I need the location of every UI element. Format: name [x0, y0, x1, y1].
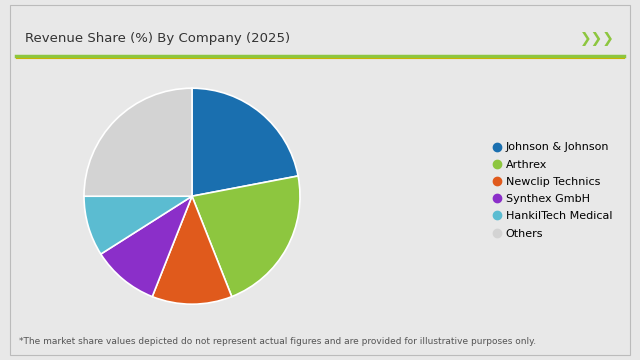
Wedge shape: [101, 196, 192, 297]
Text: ❯❯❯: ❯❯❯: [580, 32, 615, 46]
Text: *The market share values depicted do not represent actual figures and are provid: *The market share values depicted do not…: [19, 337, 536, 346]
Legend: Johnson & Johnson, Arthrex, Newclip Technics, Synthex GmbH, HankilTech Medical, : Johnson & Johnson, Arthrex, Newclip Tech…: [492, 139, 616, 242]
Wedge shape: [84, 88, 192, 196]
Wedge shape: [192, 88, 298, 196]
Wedge shape: [152, 196, 232, 304]
Text: Revenue Share (%) By Company (2025): Revenue Share (%) By Company (2025): [25, 32, 291, 45]
Wedge shape: [192, 176, 300, 297]
Wedge shape: [84, 196, 192, 254]
